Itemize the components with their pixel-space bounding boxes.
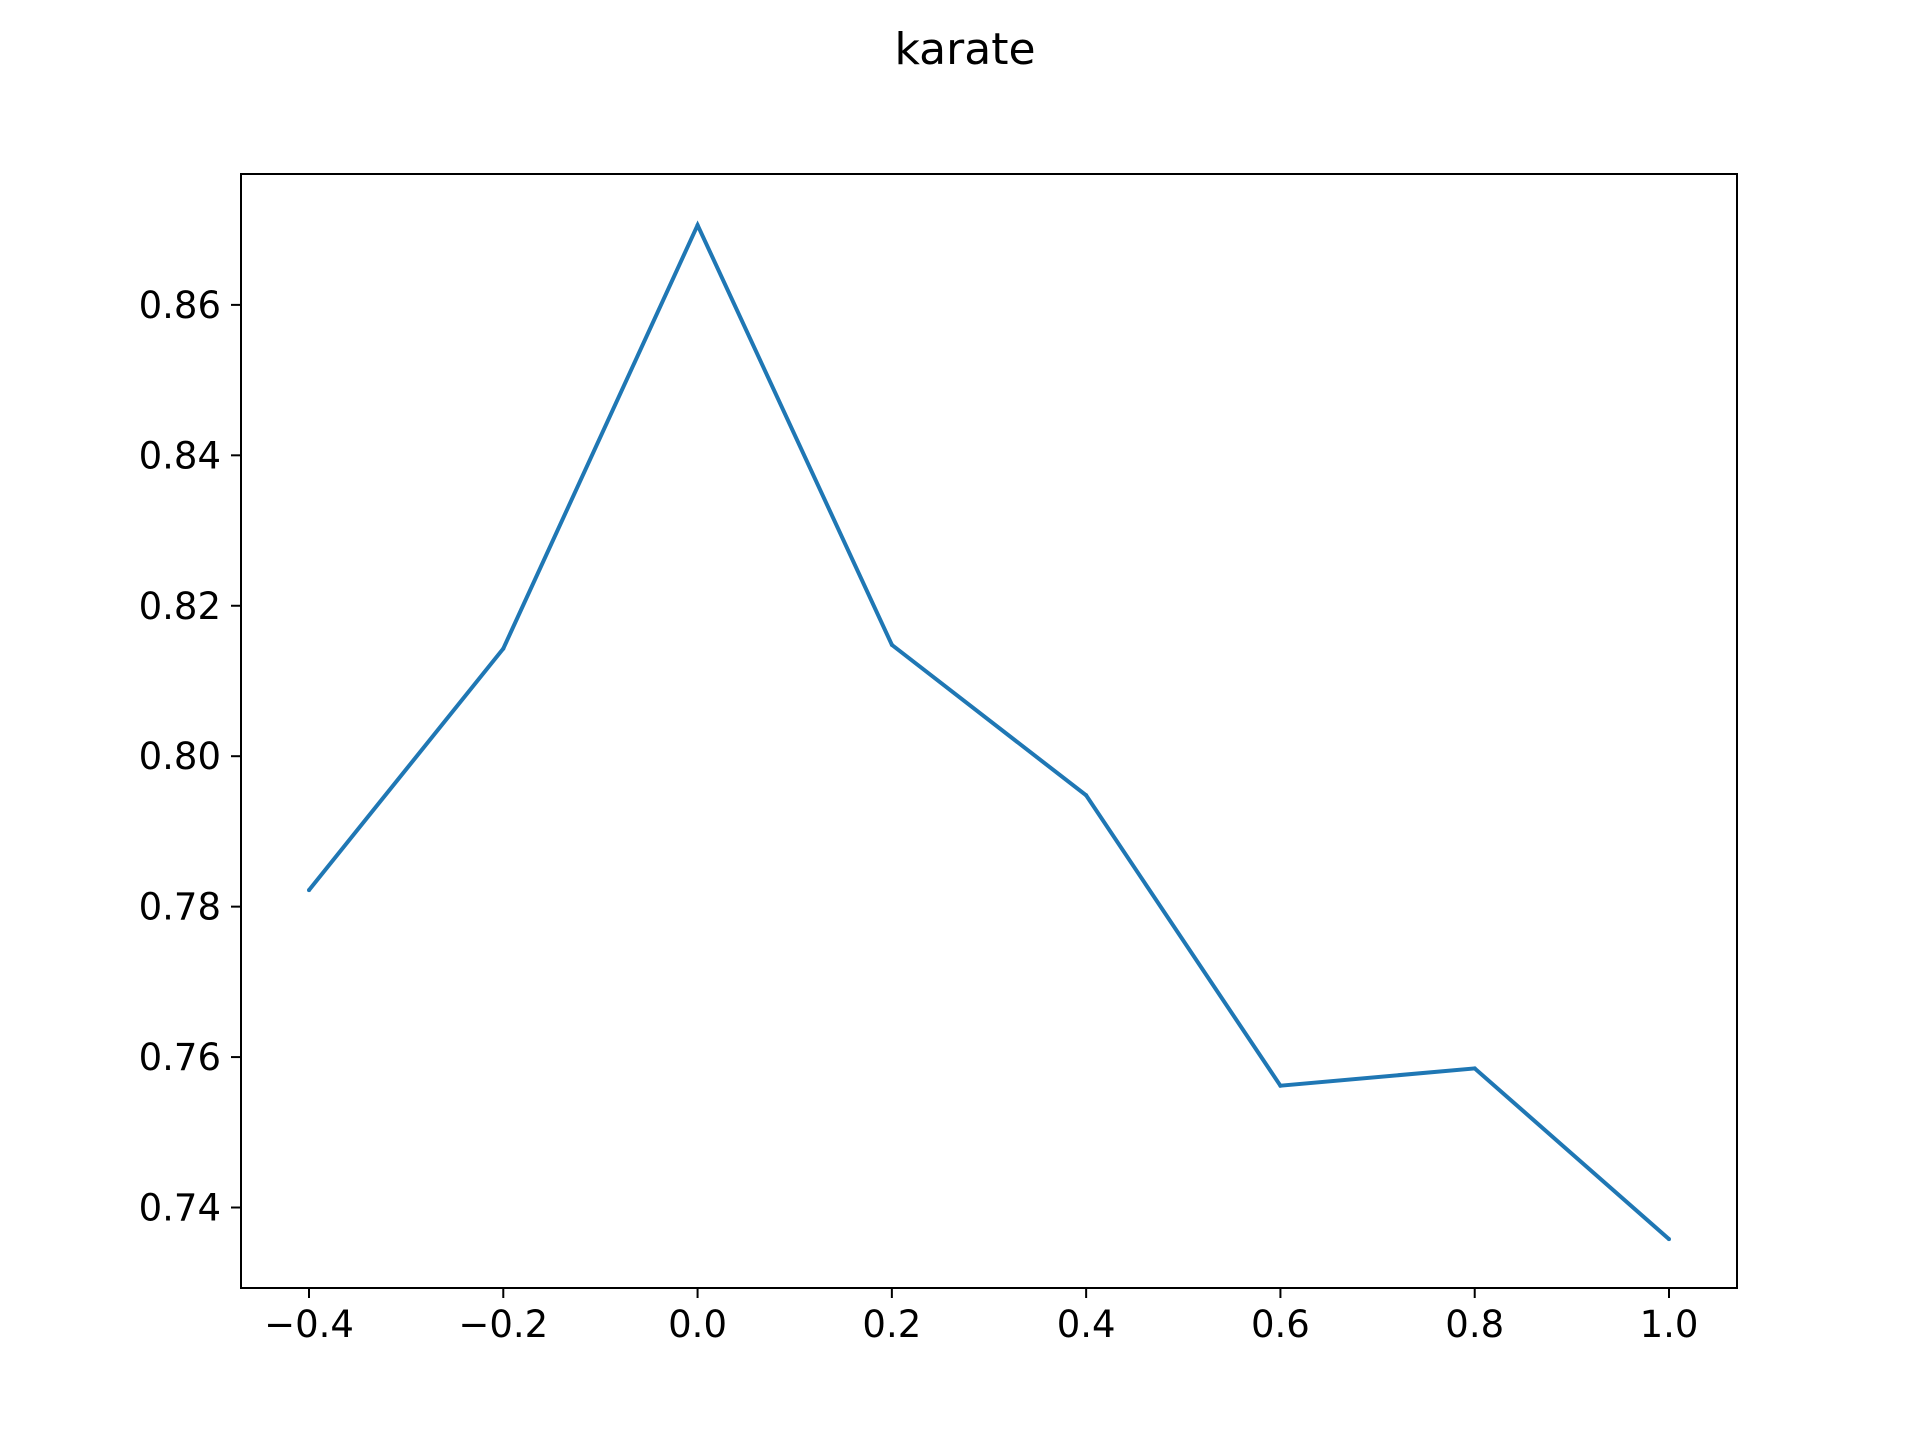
data-point-0-2 [695,223,700,228]
y-tick-label: 0.76 [139,1036,221,1079]
plot-area [240,173,1738,1289]
y-tick-label: 0.84 [139,434,221,477]
data-point-0-3 [889,642,894,647]
series-line-0 [307,220,1671,1241]
series-layer [307,220,1671,1242]
data-point-0-6 [1472,1066,1477,1071]
x-tick-label: 0.2 [862,1303,921,1346]
y-tick-label: 0.82 [139,585,221,628]
y-tick-label: 0.86 [139,284,221,327]
x-tick-label: −0.2 [458,1303,548,1346]
x-tick-label: −0.4 [264,1303,354,1346]
data-point-0-5 [1278,1083,1283,1088]
x-tick-label: 0.4 [1057,1303,1116,1346]
y-tick-label: 0.78 [139,886,221,929]
x-tick-label: 0.0 [668,1303,727,1346]
axes-frame [240,173,1738,1289]
data-point-0-0 [307,888,311,893]
x-axis: −0.4 −0.2 0.0 0.2 0.4 0.6 0.8 1.0 [264,1288,1698,1346]
y-axis: 0.74 0.76 0.78 0.80 0.82 0.84 0.86 [139,284,241,1230]
x-tick-label: 1.0 [1640,1303,1699,1346]
chart-title: karate [894,24,1035,75]
x-tick-label: 0.8 [1445,1303,1504,1346]
axes-background [241,174,1737,1288]
data-point-0-4 [1084,793,1089,798]
y-tick-label: 0.80 [139,735,221,778]
data-point-0-1 [501,646,506,651]
y-tick-label: 0.74 [139,1187,221,1230]
data-point-0-7 [1667,1237,1671,1242]
x-tick-label: 0.6 [1251,1303,1310,1346]
